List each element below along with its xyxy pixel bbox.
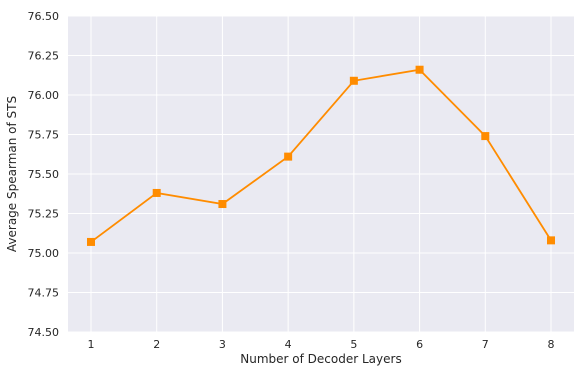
data-point-marker xyxy=(349,76,358,85)
data-point-marker xyxy=(152,188,161,197)
x-tick-label: 8 xyxy=(548,338,555,351)
data-point-marker xyxy=(415,65,424,74)
series-markers xyxy=(87,65,555,246)
y-tick-label: 75.00 xyxy=(28,247,60,260)
x-tick-label: 3 xyxy=(219,338,226,351)
x-axis-label: Number of Decoder Layers xyxy=(240,352,401,366)
data-point-marker xyxy=(87,237,95,246)
x-tick-label: 4 xyxy=(285,338,292,351)
data-point-marker xyxy=(284,152,293,161)
y-tick-label: 76.25 xyxy=(28,50,60,63)
x-tick-label: 2 xyxy=(153,338,160,351)
y-tick-label: 75.25 xyxy=(28,208,60,221)
x-tick-label: 5 xyxy=(350,338,357,351)
y-tick-label: 75.50 xyxy=(28,168,60,181)
data-point-marker xyxy=(481,132,490,141)
y-tick-label: 74.50 xyxy=(28,326,60,339)
data-point-marker xyxy=(547,236,555,245)
y-tick-label: 74.75 xyxy=(28,287,60,300)
x-tick-labels: 1 2 3 4 5 6 7 8 xyxy=(88,338,555,351)
y-tick-label: 75.75 xyxy=(28,129,60,142)
y-tick-labels: 74.50 74.75 75.00 75.25 75.50 75.75 76.00 76.25… xyxy=(28,10,60,339)
x-tick-label: 7 xyxy=(482,338,489,351)
series-line xyxy=(90,68,552,243)
data-point-marker xyxy=(218,200,227,209)
y-axis-label: Average Spearman of STS xyxy=(5,96,19,252)
x-tick-label: 1 xyxy=(88,338,95,351)
y-tick-label: 76.50 xyxy=(28,10,60,23)
grid-lines xyxy=(68,15,574,333)
y-tick-label: 76.00 xyxy=(28,89,60,102)
x-tick-label: 6 xyxy=(416,338,423,351)
